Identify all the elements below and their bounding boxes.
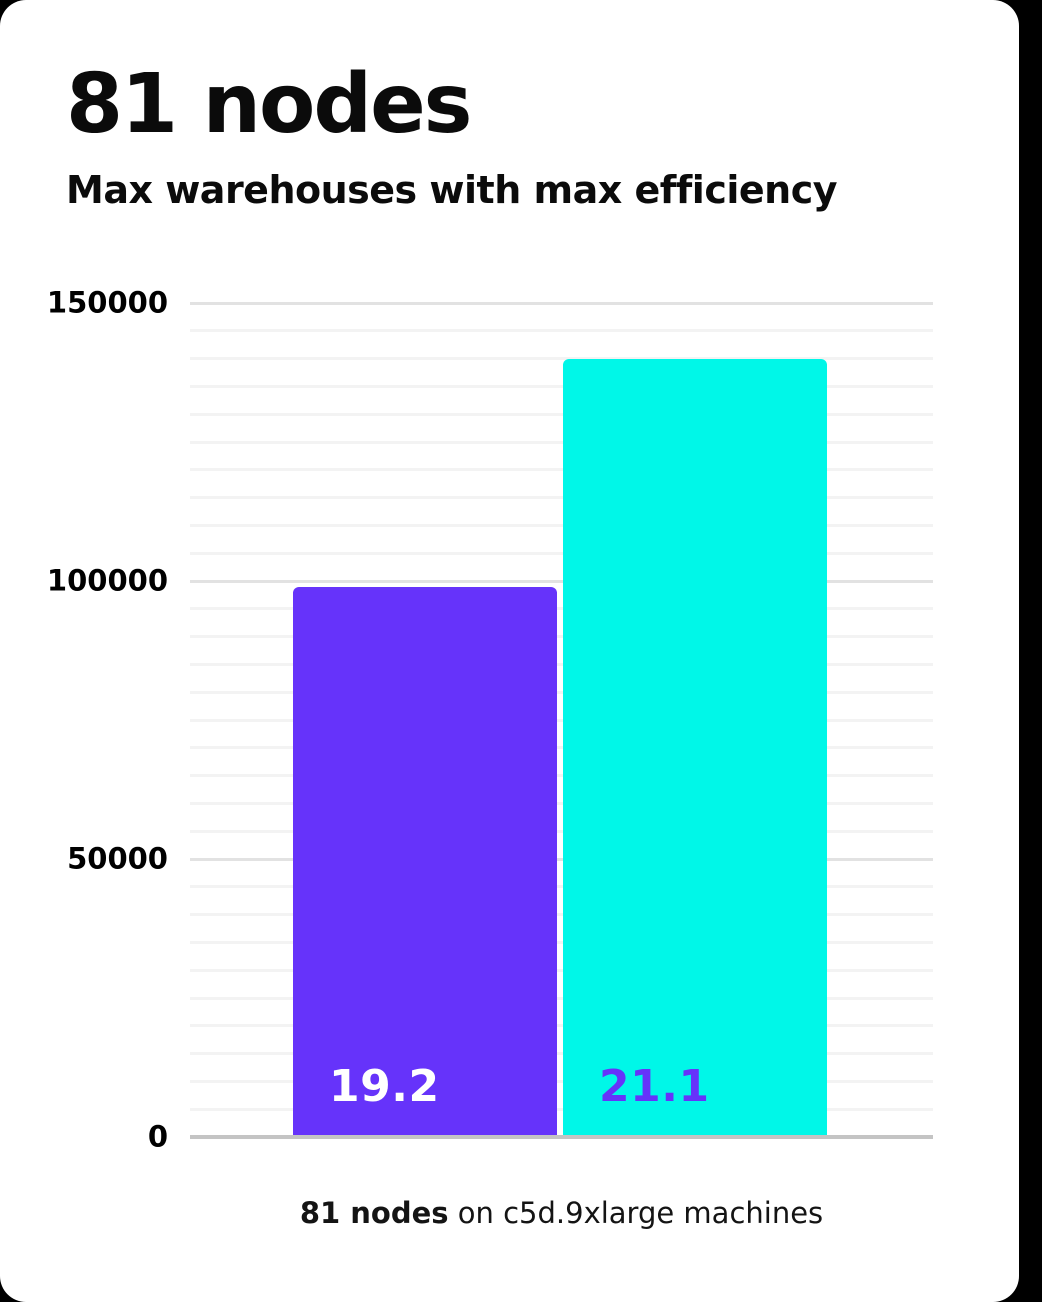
chart-caption: 81 nodes on c5d.9xlarge machines (190, 1196, 933, 1231)
minor-gridline (190, 607, 933, 611)
minor-gridline (190, 635, 933, 639)
y-axis-tick-labels: 0 50000 100000 150000 (40, 288, 168, 1151)
minor-gridline (190, 496, 933, 500)
bar-21.1: 21.1 (563, 358, 827, 1137)
chart-subtitle: Max warehouses with max efficiency (66, 168, 838, 212)
bar-value-label: 21.1 (599, 1061, 710, 1112)
minor-gridline (190, 1079, 933, 1083)
major-gridline (190, 301, 933, 305)
minor-gridline (190, 940, 933, 944)
minor-gridline (190, 1107, 933, 1111)
minor-gridline (190, 384, 933, 388)
bar-value-label: 19.2 (329, 1061, 440, 1112)
major-gridline (190, 579, 933, 583)
minor-gridline (190, 1024, 933, 1028)
x-axis-baseline (190, 1135, 933, 1139)
minor-gridline (190, 690, 933, 694)
minor-gridline (190, 718, 933, 722)
minor-gridline (190, 412, 933, 416)
minor-gridline (190, 746, 933, 750)
minor-gridline (190, 774, 933, 778)
caption-regular-text: on c5d.9xlarge machines (448, 1196, 824, 1230)
chart-title: 81 nodes (66, 57, 472, 152)
minor-gridline (190, 829, 933, 833)
minor-gridline (190, 996, 933, 1000)
minor-gridline (190, 468, 933, 472)
caption-bold-text: 81 nodes (299, 1196, 449, 1230)
bar-19.2: 19.2 (293, 586, 557, 1137)
y-tick-label: 50000 (67, 841, 168, 876)
minor-gridline (190, 913, 933, 917)
major-gridline (190, 857, 933, 861)
minor-gridline (190, 801, 933, 805)
minor-gridline (190, 885, 933, 889)
minor-gridline (190, 357, 933, 361)
minor-gridline (190, 662, 933, 666)
chart-card: 81 nodes Max warehouses with max efficie… (0, 0, 1019, 1302)
bar-chart-plot: 19.2 21.1 (190, 301, 933, 1139)
minor-gridline (190, 551, 933, 555)
y-tick-label: 100000 (46, 563, 168, 598)
minor-gridline (190, 1052, 933, 1056)
y-tick-label: 0 (147, 1119, 168, 1154)
minor-gridline (190, 523, 933, 527)
minor-gridline (190, 440, 933, 444)
minor-gridline (190, 329, 933, 333)
minor-gridline (190, 968, 933, 972)
y-tick-label: 150000 (46, 285, 168, 320)
